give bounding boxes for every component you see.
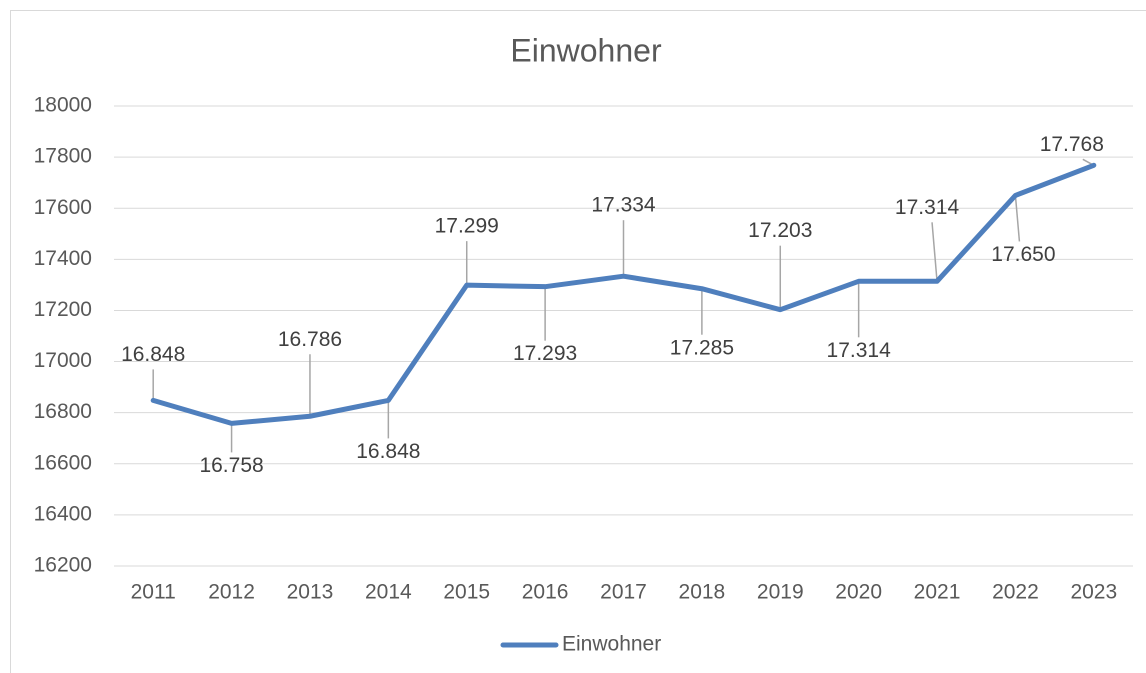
data-label: 17.299 <box>435 215 499 238</box>
data-label: 16.786 <box>278 328 342 351</box>
x-tick-label: 2019 <box>757 581 804 604</box>
y-tick-label: 17400 <box>34 247 92 270</box>
data-label: 17.285 <box>670 336 734 359</box>
series-line <box>150 162 1097 426</box>
x-tick-label: 2015 <box>443 581 490 604</box>
y-tick-label: 18000 <box>34 94 92 117</box>
y-tick-label: 17800 <box>34 145 92 168</box>
data-label: 16.758 <box>199 454 263 477</box>
x-tick-label: 2021 <box>914 581 961 604</box>
x-tick-label: 2017 <box>600 581 647 604</box>
y-tick-label: 16200 <box>34 554 92 577</box>
data-label: 16.848 <box>121 343 185 366</box>
y-tick-label: 17200 <box>34 298 92 321</box>
chart-frame <box>10 10 1146 673</box>
data-label: 17.650 <box>991 243 1055 266</box>
data-label: 17.203 <box>748 219 812 242</box>
x-tick-label: 2011 <box>131 581 176 604</box>
x-tick-label: 2020 <box>835 581 882 604</box>
x-tick-label: 2022 <box>992 581 1039 604</box>
data-label: 17.314 <box>895 196 960 219</box>
y-tick-label: 16600 <box>34 451 92 474</box>
data-label: 17.314 <box>827 339 892 362</box>
y-tick-label: 17000 <box>34 349 92 372</box>
data-label: 16.848 <box>356 440 420 463</box>
y-tick-label: 17600 <box>34 196 92 219</box>
data-label: 17.768 <box>1040 133 1104 156</box>
x-tick-label: 2013 <box>287 581 334 604</box>
legend-label: Einwohner <box>562 633 661 656</box>
x-tick-label: 2018 <box>679 581 726 604</box>
y-tick-label: 16400 <box>34 502 92 525</box>
x-tick-label: 2012 <box>208 581 255 604</box>
y-tick-label: 16800 <box>34 400 92 423</box>
leader-line <box>931 222 938 282</box>
data-label: 17.293 <box>513 342 577 365</box>
leader-line <box>1014 195 1021 242</box>
x-tick-label: 2023 <box>1070 581 1117 604</box>
x-tick-label: 2016 <box>522 581 569 604</box>
chart-title: Einwohner <box>510 32 662 68</box>
data-label: 17.334 <box>591 194 656 217</box>
x-tick-label: 2014 <box>365 581 412 604</box>
